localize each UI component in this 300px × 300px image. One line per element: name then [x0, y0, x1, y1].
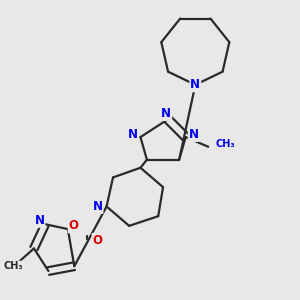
Text: N: N — [189, 128, 199, 141]
Text: N: N — [128, 128, 137, 141]
Text: N: N — [161, 107, 171, 120]
Text: O: O — [69, 219, 79, 232]
Text: CH₃: CH₃ — [215, 139, 235, 149]
Text: CH₃: CH₃ — [3, 261, 23, 271]
Text: N: N — [34, 214, 44, 227]
Text: O: O — [92, 234, 103, 247]
Text: N: N — [92, 200, 103, 213]
Text: N: N — [190, 78, 200, 91]
